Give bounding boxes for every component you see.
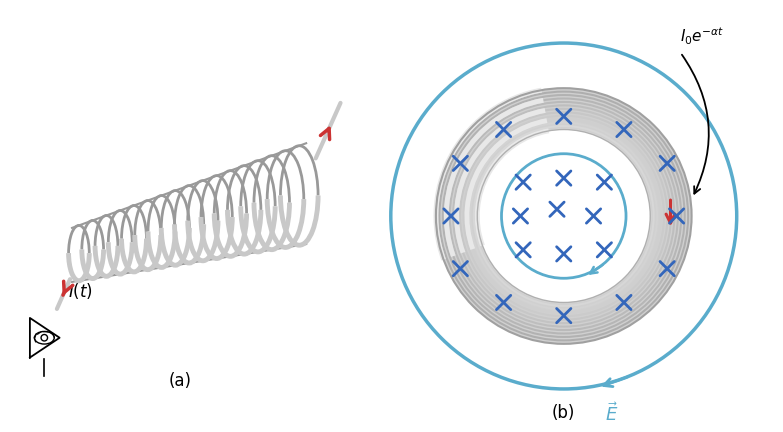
Text: $I_0e^{-\alpha t}$: $I_0e^{-\alpha t}$ xyxy=(680,25,724,47)
Text: (b): (b) xyxy=(552,404,576,422)
Text: (a): (a) xyxy=(168,372,192,390)
Circle shape xyxy=(436,88,691,344)
Circle shape xyxy=(478,130,650,302)
Text: $I(t)$: $I(t)$ xyxy=(67,281,92,301)
Text: $\vec{E}$: $\vec{E}$ xyxy=(604,403,618,426)
